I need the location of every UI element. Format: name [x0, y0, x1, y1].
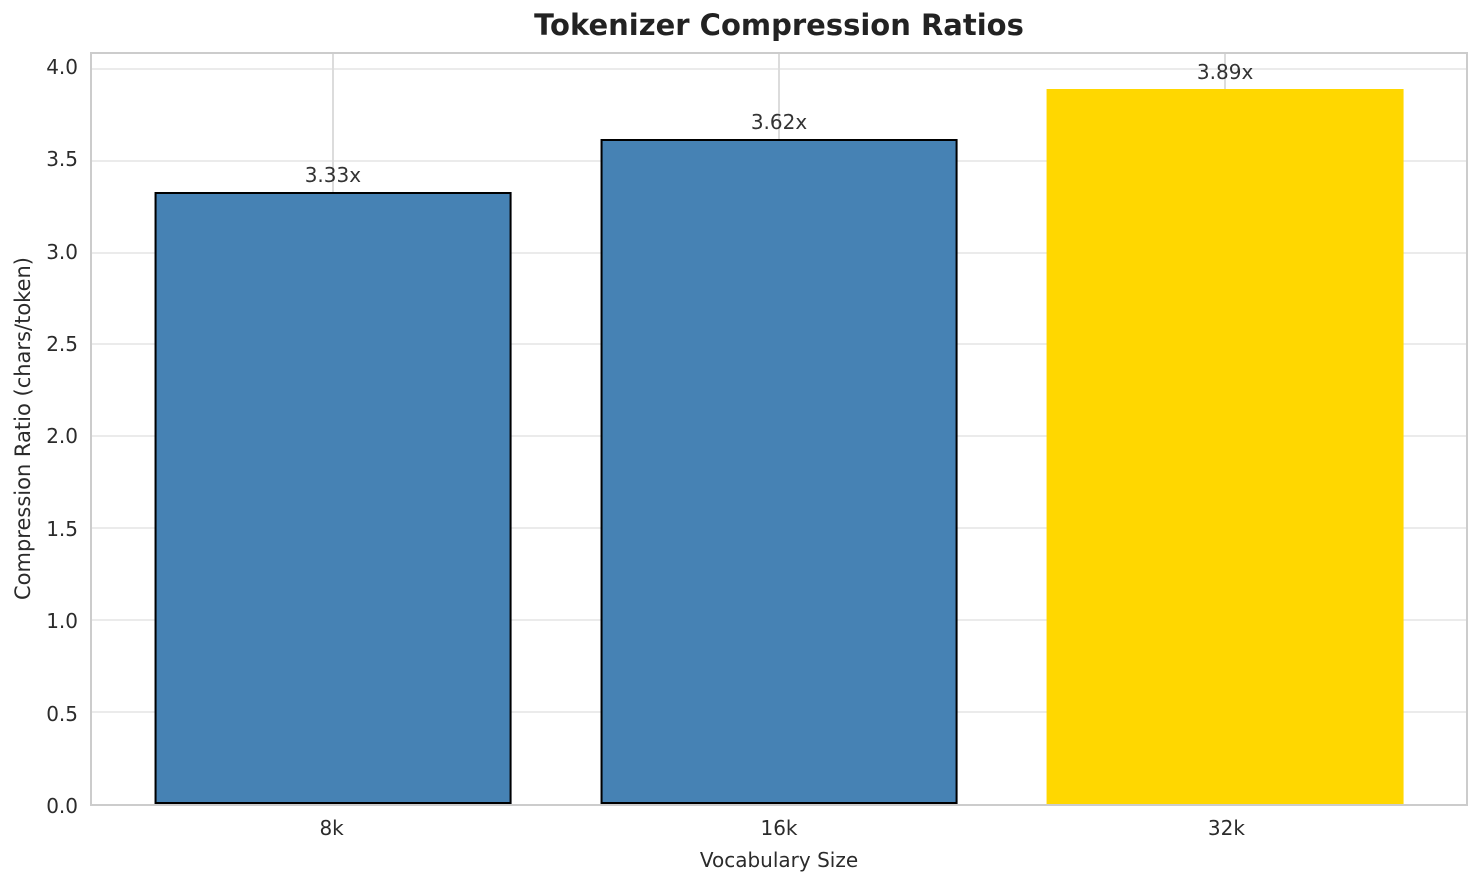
y-axis-ticks: 0.0 0.5 1.0 1.5 2.0 2.5 3.0 3.5 4.0 [0, 52, 78, 816]
bar-16k [600, 138, 958, 804]
chart-title: Tokenizer Compression Ratios [534, 8, 1024, 42]
y-tick-label: 3.0 [46, 239, 78, 264]
x-tick-label: 32k [1207, 816, 1245, 840]
y-tick-label: 2.5 [46, 332, 78, 356]
x-tick-label: 16k [760, 816, 798, 840]
bar-value-label: 3.89x [1196, 59, 1254, 84]
y-tick-label: 0.5 [46, 701, 78, 726]
bar-value-label: 3.33x [304, 162, 362, 187]
bar-8k [154, 191, 512, 804]
y-tick-label: 4.0 [46, 54, 78, 79]
bar-32k [1046, 88, 1404, 804]
y-tick-label: 1.5 [46, 516, 78, 541]
bar-value-label: 3.62x [750, 109, 808, 134]
plot-inner: 3.33x 3.62x 3.89x [92, 54, 1466, 804]
y-tick-label: 3.5 [46, 147, 78, 172]
x-tick-label: 8k [319, 816, 344, 840]
y-tick-label: 0.0 [46, 794, 78, 818]
y-tick-label: 1.0 [46, 609, 78, 634]
x-axis-label: Vocabulary Size [699, 848, 859, 872]
y-tick-label: 2.0 [46, 424, 78, 449]
x-axis-ticks: 8k 16k 32k [90, 806, 1468, 842]
plot-area: 3.33x 3.62x 3.89x [90, 52, 1468, 806]
